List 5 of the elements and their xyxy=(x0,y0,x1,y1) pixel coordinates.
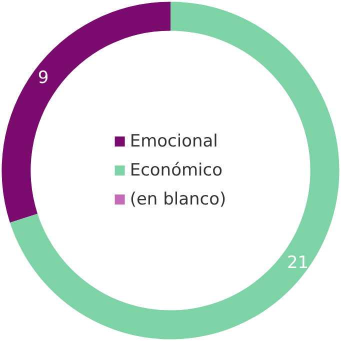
data-label: 21 xyxy=(286,252,309,273)
legend-label: Emocional xyxy=(130,132,218,152)
data-label: 9 xyxy=(38,68,49,88)
legend-label: Económico xyxy=(130,160,223,180)
legend-label: (en blanco) xyxy=(130,190,226,210)
